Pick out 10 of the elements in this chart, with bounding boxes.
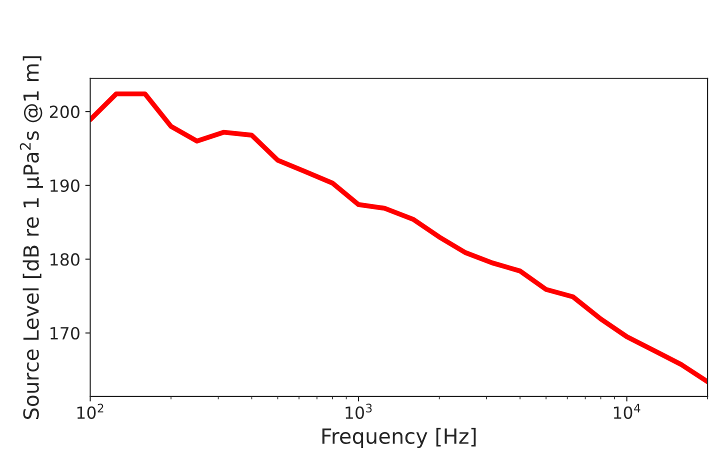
x-tick-label: 10$^{4}$	[614, 404, 640, 419]
x-tick-label: 10$^{2}$	[77, 404, 104, 419]
y-tick-label: 190	[50, 179, 80, 192]
y-axis-title: Source Level [dB re 1 μPa$^{2}$s @1 m]	[20, 56, 43, 420]
x-tick-label: 10$^{3}$	[346, 404, 372, 419]
y-tick-label: 180	[50, 253, 80, 266]
x-axis-title: Frequency [Hz]	[322, 428, 476, 448]
y-tick-label: 170	[50, 326, 80, 340]
line-series	[90, 91, 708, 384]
y-tick-label: 200	[50, 106, 80, 118]
